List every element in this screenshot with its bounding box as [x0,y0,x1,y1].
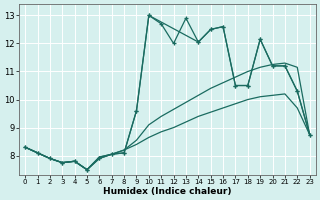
X-axis label: Humidex (Indice chaleur): Humidex (Indice chaleur) [103,187,232,196]
